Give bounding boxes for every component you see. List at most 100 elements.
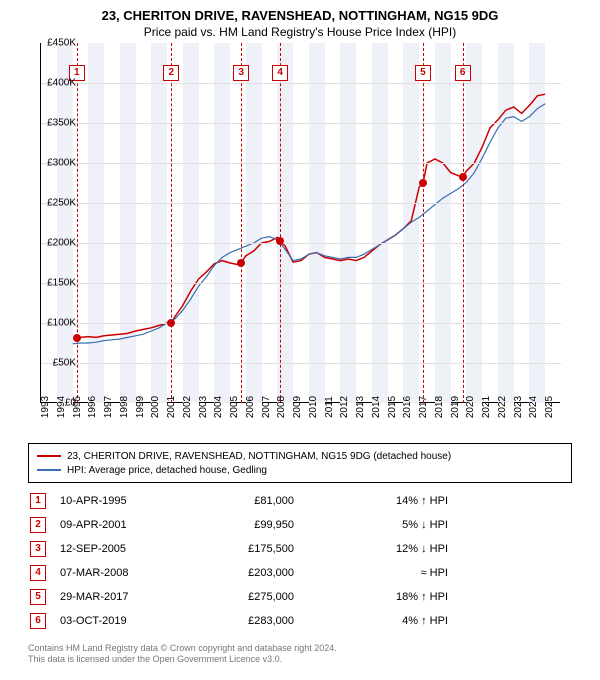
- x-tick-label: 2025: [544, 396, 555, 418]
- table-row: 5 29-MAR-2017 £275,000 18% ↑ HPI: [28, 585, 572, 609]
- event-number-box: 5: [415, 65, 431, 81]
- row-price: £203,000: [184, 567, 294, 579]
- row-hpi-relation: ≈ HPI: [308, 567, 448, 579]
- x-tick-label: 1995: [72, 396, 83, 418]
- gridline: [41, 323, 561, 324]
- event-marker: [459, 173, 467, 181]
- event-line: [280, 43, 281, 403]
- x-tick-label: 1998: [119, 396, 130, 418]
- table-row: 407-MAR-2008£203,000≈ HPI: [28, 561, 572, 585]
- x-tick-label: 2010: [308, 396, 319, 418]
- plot-region: 123456: [40, 43, 560, 403]
- row-hpi-relation: 14% ↑ HPI: [308, 495, 448, 507]
- legend-item: 23, CHERITON DRIVE, RAVENSHEAD, NOTTINGH…: [37, 449, 563, 463]
- row-price: £275,000: [184, 591, 294, 603]
- x-tick-label: 2024: [528, 396, 539, 418]
- row-hpi-relation: 4% ↑ HPI: [308, 615, 448, 627]
- legend-item: HPI: Average price, detached house, Gedl…: [37, 463, 563, 477]
- y-tick-label: £150K: [47, 278, 76, 289]
- x-tick-label: 1996: [87, 396, 98, 418]
- row-number-box: 6: [30, 613, 46, 629]
- row-number-box: 1: [30, 493, 46, 509]
- x-tick-label: 2017: [418, 396, 429, 418]
- legend: 23, CHERITON DRIVE, RAVENSHEAD, NOTTINGH…: [28, 443, 572, 483]
- row-price: £81,000: [184, 495, 294, 507]
- legend-label: 23, CHERITON DRIVE, RAVENSHEAD, NOTTINGH…: [67, 451, 451, 462]
- series-lines: [41, 43, 561, 403]
- x-tick-label: 2016: [402, 396, 413, 418]
- x-tick-label: 2006: [245, 396, 256, 418]
- x-tick-label: 2014: [371, 396, 382, 418]
- x-tick-label: 2023: [513, 396, 524, 418]
- footer-line2: This data is licensed under the Open Gov…: [28, 654, 572, 665]
- row-price: £175,500: [184, 543, 294, 555]
- row-number-box: 5: [30, 589, 46, 605]
- transactions-table: 110-APR-1995£81,00014% ↑ HPI209-APR-2001…: [28, 489, 572, 633]
- series-line: [73, 104, 546, 344]
- event-marker: [419, 179, 427, 187]
- row-hpi-relation: 18% ↑ HPI: [308, 591, 448, 603]
- x-tick-label: 2015: [387, 396, 398, 418]
- x-tick-label: 2018: [434, 396, 445, 418]
- x-tick-label: 2020: [465, 396, 476, 418]
- series-line: [77, 94, 545, 338]
- table-row: 3 12-SEP-2005 £175,500 12% ↓ HPI: [28, 537, 572, 561]
- row-hpi-relation: 12% ↓ HPI: [308, 543, 448, 555]
- table-row: 110-APR-1995£81,00014% ↑ HPI: [28, 489, 572, 513]
- row-date: 29-MAR-2017: [60, 591, 170, 603]
- row-date: 09-APR-2001: [60, 519, 170, 531]
- y-tick-label: £300K: [47, 158, 76, 169]
- gridline: [41, 83, 561, 84]
- row-number-box: 2: [30, 517, 46, 533]
- chart-title: 23, CHERITON DRIVE, RAVENSHEAD, NOTTINGH…: [0, 0, 600, 23]
- row-date: 12-SEP-2005: [60, 543, 170, 555]
- event-marker: [73, 334, 81, 342]
- row-hpi-relation: 5% ↓ HPI: [308, 519, 448, 531]
- y-tick-label: £100K: [47, 318, 76, 329]
- gridline: [41, 123, 561, 124]
- event-number-box: 3: [233, 65, 249, 81]
- y-tick-label: £250K: [47, 198, 76, 209]
- legend-swatch: [37, 455, 61, 457]
- x-tick-label: 2002: [182, 396, 193, 418]
- x-tick-label: 1993: [40, 396, 51, 418]
- x-tick-label: 2007: [261, 396, 272, 418]
- table-row: 6 03-OCT-2019 £283,000 4% ↑ HPI: [28, 609, 572, 633]
- event-number-box: 4: [272, 65, 288, 81]
- gridline: [41, 203, 561, 204]
- row-price: £283,000: [184, 615, 294, 627]
- table-row: 209-APR-2001£99,9505% ↓ HPI: [28, 513, 572, 537]
- x-tick-label: 2005: [229, 396, 240, 418]
- x-tick-label: 2013: [355, 396, 366, 418]
- event-marker: [237, 259, 245, 267]
- chart-subtitle: Price paid vs. HM Land Registry's House …: [0, 23, 600, 43]
- gridline: [41, 363, 561, 364]
- x-tick-label: 2000: [150, 396, 161, 418]
- event-number-box: 2: [163, 65, 179, 81]
- row-number-box: 3: [30, 541, 46, 557]
- x-tick-label: 1999: [135, 396, 146, 418]
- x-tick-label: 2019: [450, 396, 461, 418]
- x-tick-label: 2003: [198, 396, 209, 418]
- event-number-box: 6: [455, 65, 471, 81]
- y-tick-label: £350K: [47, 118, 76, 129]
- x-tick-label: 1997: [103, 396, 114, 418]
- y-tick-label: £200K: [47, 238, 76, 249]
- footer: Contains HM Land Registry data © Crown c…: [28, 643, 572, 666]
- chart-area: 123456 £0£50K£100K£150K£200K£250K£300K£3…: [40, 43, 600, 433]
- event-line: [423, 43, 424, 403]
- gridline: [41, 283, 561, 284]
- row-date: 03-OCT-2019: [60, 615, 170, 627]
- event-marker: [167, 319, 175, 327]
- y-tick-label: £400K: [47, 78, 76, 89]
- gridline: [41, 163, 561, 164]
- event-marker: [276, 237, 284, 245]
- x-tick-label: 1994: [56, 396, 67, 418]
- x-tick-label: 2021: [481, 396, 492, 418]
- event-line: [463, 43, 464, 403]
- event-line: [171, 43, 172, 403]
- row-number-box: 4: [30, 565, 46, 581]
- x-tick-label: 2012: [339, 396, 350, 418]
- x-tick-label: 2011: [324, 396, 335, 418]
- footer-line1: Contains HM Land Registry data © Crown c…: [28, 643, 572, 654]
